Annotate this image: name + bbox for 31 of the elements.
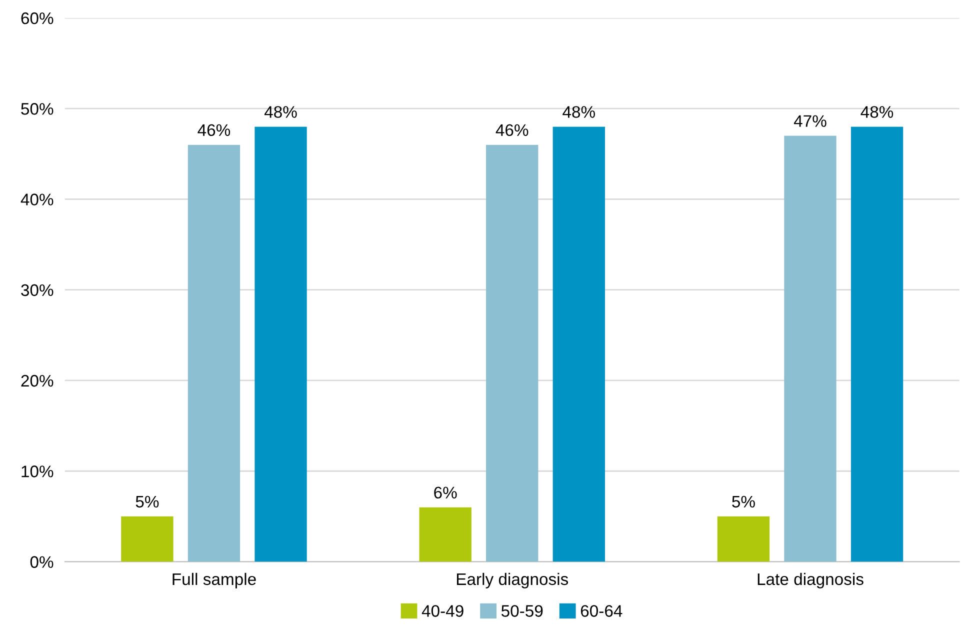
bar [254,126,307,562]
data-label: 46% [198,124,230,136]
bar [486,144,538,562]
data-label: 47% [794,115,826,127]
y-tick-label: 10% [22,466,54,478]
data-label: 48% [562,106,595,118]
bar [419,507,472,562]
data-label: 6% [434,486,457,499]
y-tick-label: 20% [21,374,54,387]
bar [552,126,605,562]
legend-label: 60-64 [580,605,622,617]
legend-label: 40-49 [422,605,464,617]
y-tick-label: 40% [20,194,54,206]
x-tick-label: Full sample [172,572,256,588]
bar [188,144,240,562]
y-tick-label: 60% [21,12,54,24]
y-tick-label: 0% [30,556,54,568]
bar [717,516,770,562]
x-tick-label: Early diagnosis [456,572,568,588]
data-label: 48% [264,106,297,118]
bar [850,126,904,562]
legend-label: 50-59 [501,605,543,617]
y-tick-label: 50% [21,103,54,115]
data-label: 46% [496,124,528,136]
data-label: 5% [732,496,755,508]
bar [784,136,836,562]
data-label: 5% [136,496,159,508]
data-label: 48% [860,106,894,118]
y-tick-label: 30% [21,284,54,296]
x-tick-label: Late diagnosis [758,572,864,588]
bar [121,516,174,562]
